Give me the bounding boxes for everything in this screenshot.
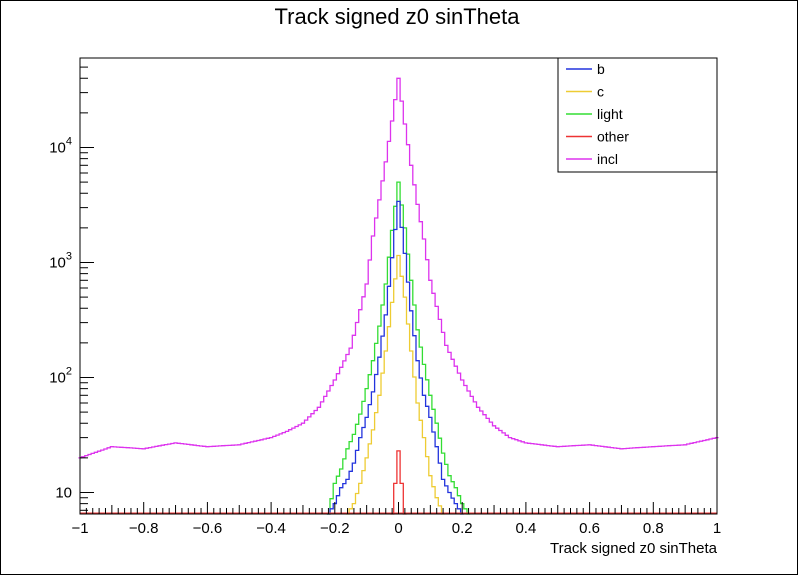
chart-title: Track signed z0 sinTheta: [275, 4, 521, 29]
series-incl-line: [78, 77, 719, 459]
y-tick-label: 103: [49, 250, 72, 271]
x-tick-label: −0.4: [256, 520, 286, 537]
series-c-line: [345, 254, 445, 515]
x-tick-label: −0.6: [193, 520, 223, 537]
x-axis-label: Track signed z0 sinTheta: [550, 540, 718, 557]
y-tick-label: 104: [49, 135, 72, 156]
y-tick-label: 102: [49, 365, 72, 386]
legend-label-other: other: [597, 129, 629, 145]
y-axis: 10 102 103 104: [49, 57, 94, 511]
series-b-line: [326, 200, 464, 515]
x-tick-label: 0.8: [643, 520, 664, 537]
legend-label-c: c: [597, 84, 604, 100]
series-light-line: [326, 181, 471, 515]
legend-box: [557, 57, 718, 173]
legend-label-b: b: [597, 61, 605, 77]
legend-label-light: light: [597, 106, 623, 122]
x-tick-label: −0.2: [320, 520, 350, 537]
x-tick-label: 0.6: [579, 520, 600, 537]
series-other-line: [390, 450, 407, 515]
y-tick-label: 10: [55, 484, 72, 501]
x-tick-label: −0.8: [129, 520, 159, 537]
legend-label-incl: incl: [597, 151, 618, 167]
x-tick-label: −1: [71, 520, 88, 537]
legend: bc light other incl: [557, 57, 718, 173]
x-tick-label: 0.2: [452, 520, 473, 537]
x-tick-label: 1: [713, 520, 721, 537]
x-tick-label: 0.4: [515, 520, 536, 537]
x-axis: −1 −0.8 −0.6 −0.4 −0.2 0 0.2 0.4 0.6 0.8 1: [71, 502, 721, 537]
x-tick-label: 0: [394, 520, 402, 537]
